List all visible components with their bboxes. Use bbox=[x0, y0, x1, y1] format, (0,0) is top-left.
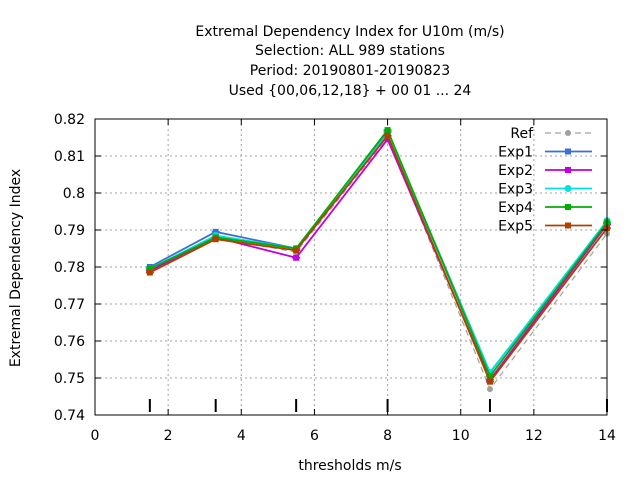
x-tick-label: 0 bbox=[91, 428, 100, 444]
legend-label: Exp1 bbox=[498, 145, 533, 161]
x-tick-label: 8 bbox=[383, 428, 392, 444]
exp2-point bbox=[292, 254, 301, 261]
legend-entry-exp1: Exp1 bbox=[498, 145, 592, 161]
title-line-4: Used {00,06,12,18} + 00 01 ... 24 bbox=[229, 83, 472, 99]
y-tick-label: 0.74 bbox=[54, 408, 85, 424]
exp4-point bbox=[564, 204, 572, 210]
legend-label: Exp4 bbox=[498, 200, 533, 216]
exp5-point bbox=[145, 269, 154, 276]
y-tick-label: 0.76 bbox=[54, 334, 85, 350]
series-line-exp1 bbox=[149, 130, 608, 375]
legend-label: Exp2 bbox=[498, 163, 533, 179]
x-axis-label: thresholds m/s bbox=[298, 458, 401, 474]
y-tick-label: 0.81 bbox=[54, 149, 85, 165]
series-exp2 bbox=[145, 136, 611, 383]
series-line-ref bbox=[149, 136, 608, 391]
y-tick-label: 0.78 bbox=[54, 260, 85, 276]
exp5-point bbox=[292, 247, 301, 254]
series-lines bbox=[145, 127, 611, 393]
title-line-3: Period: 20190801-20190823 bbox=[250, 63, 450, 79]
exp5-point bbox=[383, 132, 392, 139]
exp5-point bbox=[485, 378, 494, 385]
exp5-point bbox=[564, 222, 572, 229]
x-tick-label: 12 bbox=[525, 428, 543, 444]
legend-entry-exp5: Exp5 bbox=[498, 219, 592, 235]
exp4-point bbox=[383, 127, 392, 134]
legend-label: Exp5 bbox=[498, 219, 533, 235]
series-line-exp4 bbox=[149, 128, 608, 378]
legend-entry-ref: Ref bbox=[510, 126, 592, 142]
title-line-2: Selection: ALL 989 stations bbox=[255, 43, 445, 59]
legend-entry-exp4: Exp4 bbox=[498, 200, 592, 216]
grid bbox=[95, 119, 607, 415]
series-exp5 bbox=[145, 132, 611, 385]
legend-label: Ref bbox=[510, 126, 534, 142]
title-line-1: Extremal Dependency Index for U10m (m/s) bbox=[195, 24, 504, 40]
axes bbox=[94, 118, 608, 416]
tick-labels: 0.74 0.75 0.76 0.77 0.78 0.79 0.8 0.81 0.82 0 2 4 6 8… bbox=[54, 112, 616, 444]
x-tick-label: 2 bbox=[164, 428, 173, 444]
y-tick-label: 0.79 bbox=[54, 223, 85, 239]
y-tick-label: 0.8 bbox=[63, 186, 85, 202]
exp1-point bbox=[564, 148, 572, 155]
y-tick-label: 0.75 bbox=[54, 371, 85, 387]
series-ref bbox=[146, 134, 610, 393]
legend-entry-exp2: Exp2 bbox=[498, 163, 592, 179]
legend-label: Exp3 bbox=[498, 182, 533, 198]
exp3-point bbox=[564, 185, 572, 192]
series-exp3 bbox=[146, 130, 611, 376]
ref-point bbox=[565, 130, 571, 136]
y-tick-label: 0.77 bbox=[54, 297, 85, 313]
exp1-point bbox=[211, 228, 220, 235]
x-tick-label: 10 bbox=[452, 428, 470, 444]
x-tick-label: 6 bbox=[310, 428, 319, 444]
chart-title: Extremal Dependency Index for U10m (m/s)… bbox=[195, 24, 504, 99]
series-line-exp5 bbox=[149, 133, 608, 384]
x-tick-label: 4 bbox=[237, 428, 246, 444]
exp2-point bbox=[564, 167, 572, 173]
series-line-exp3 bbox=[149, 132, 608, 375]
y-axis-label: Extremal Dependency Index bbox=[8, 169, 24, 367]
legend: Ref Exp1 Exp2 Exp3 Exp4 Exp5 bbox=[498, 126, 592, 235]
legend-entry-exp3: Exp3 bbox=[498, 182, 592, 198]
series-exp1 bbox=[145, 128, 611, 376]
series-line-exp2 bbox=[149, 137, 608, 382]
x-tick-label: 14 bbox=[598, 428, 616, 444]
ref-point bbox=[486, 386, 493, 393]
exp4-point bbox=[145, 265, 154, 272]
y-tick-label: 0.82 bbox=[54, 112, 85, 128]
exp5-point bbox=[211, 236, 220, 243]
